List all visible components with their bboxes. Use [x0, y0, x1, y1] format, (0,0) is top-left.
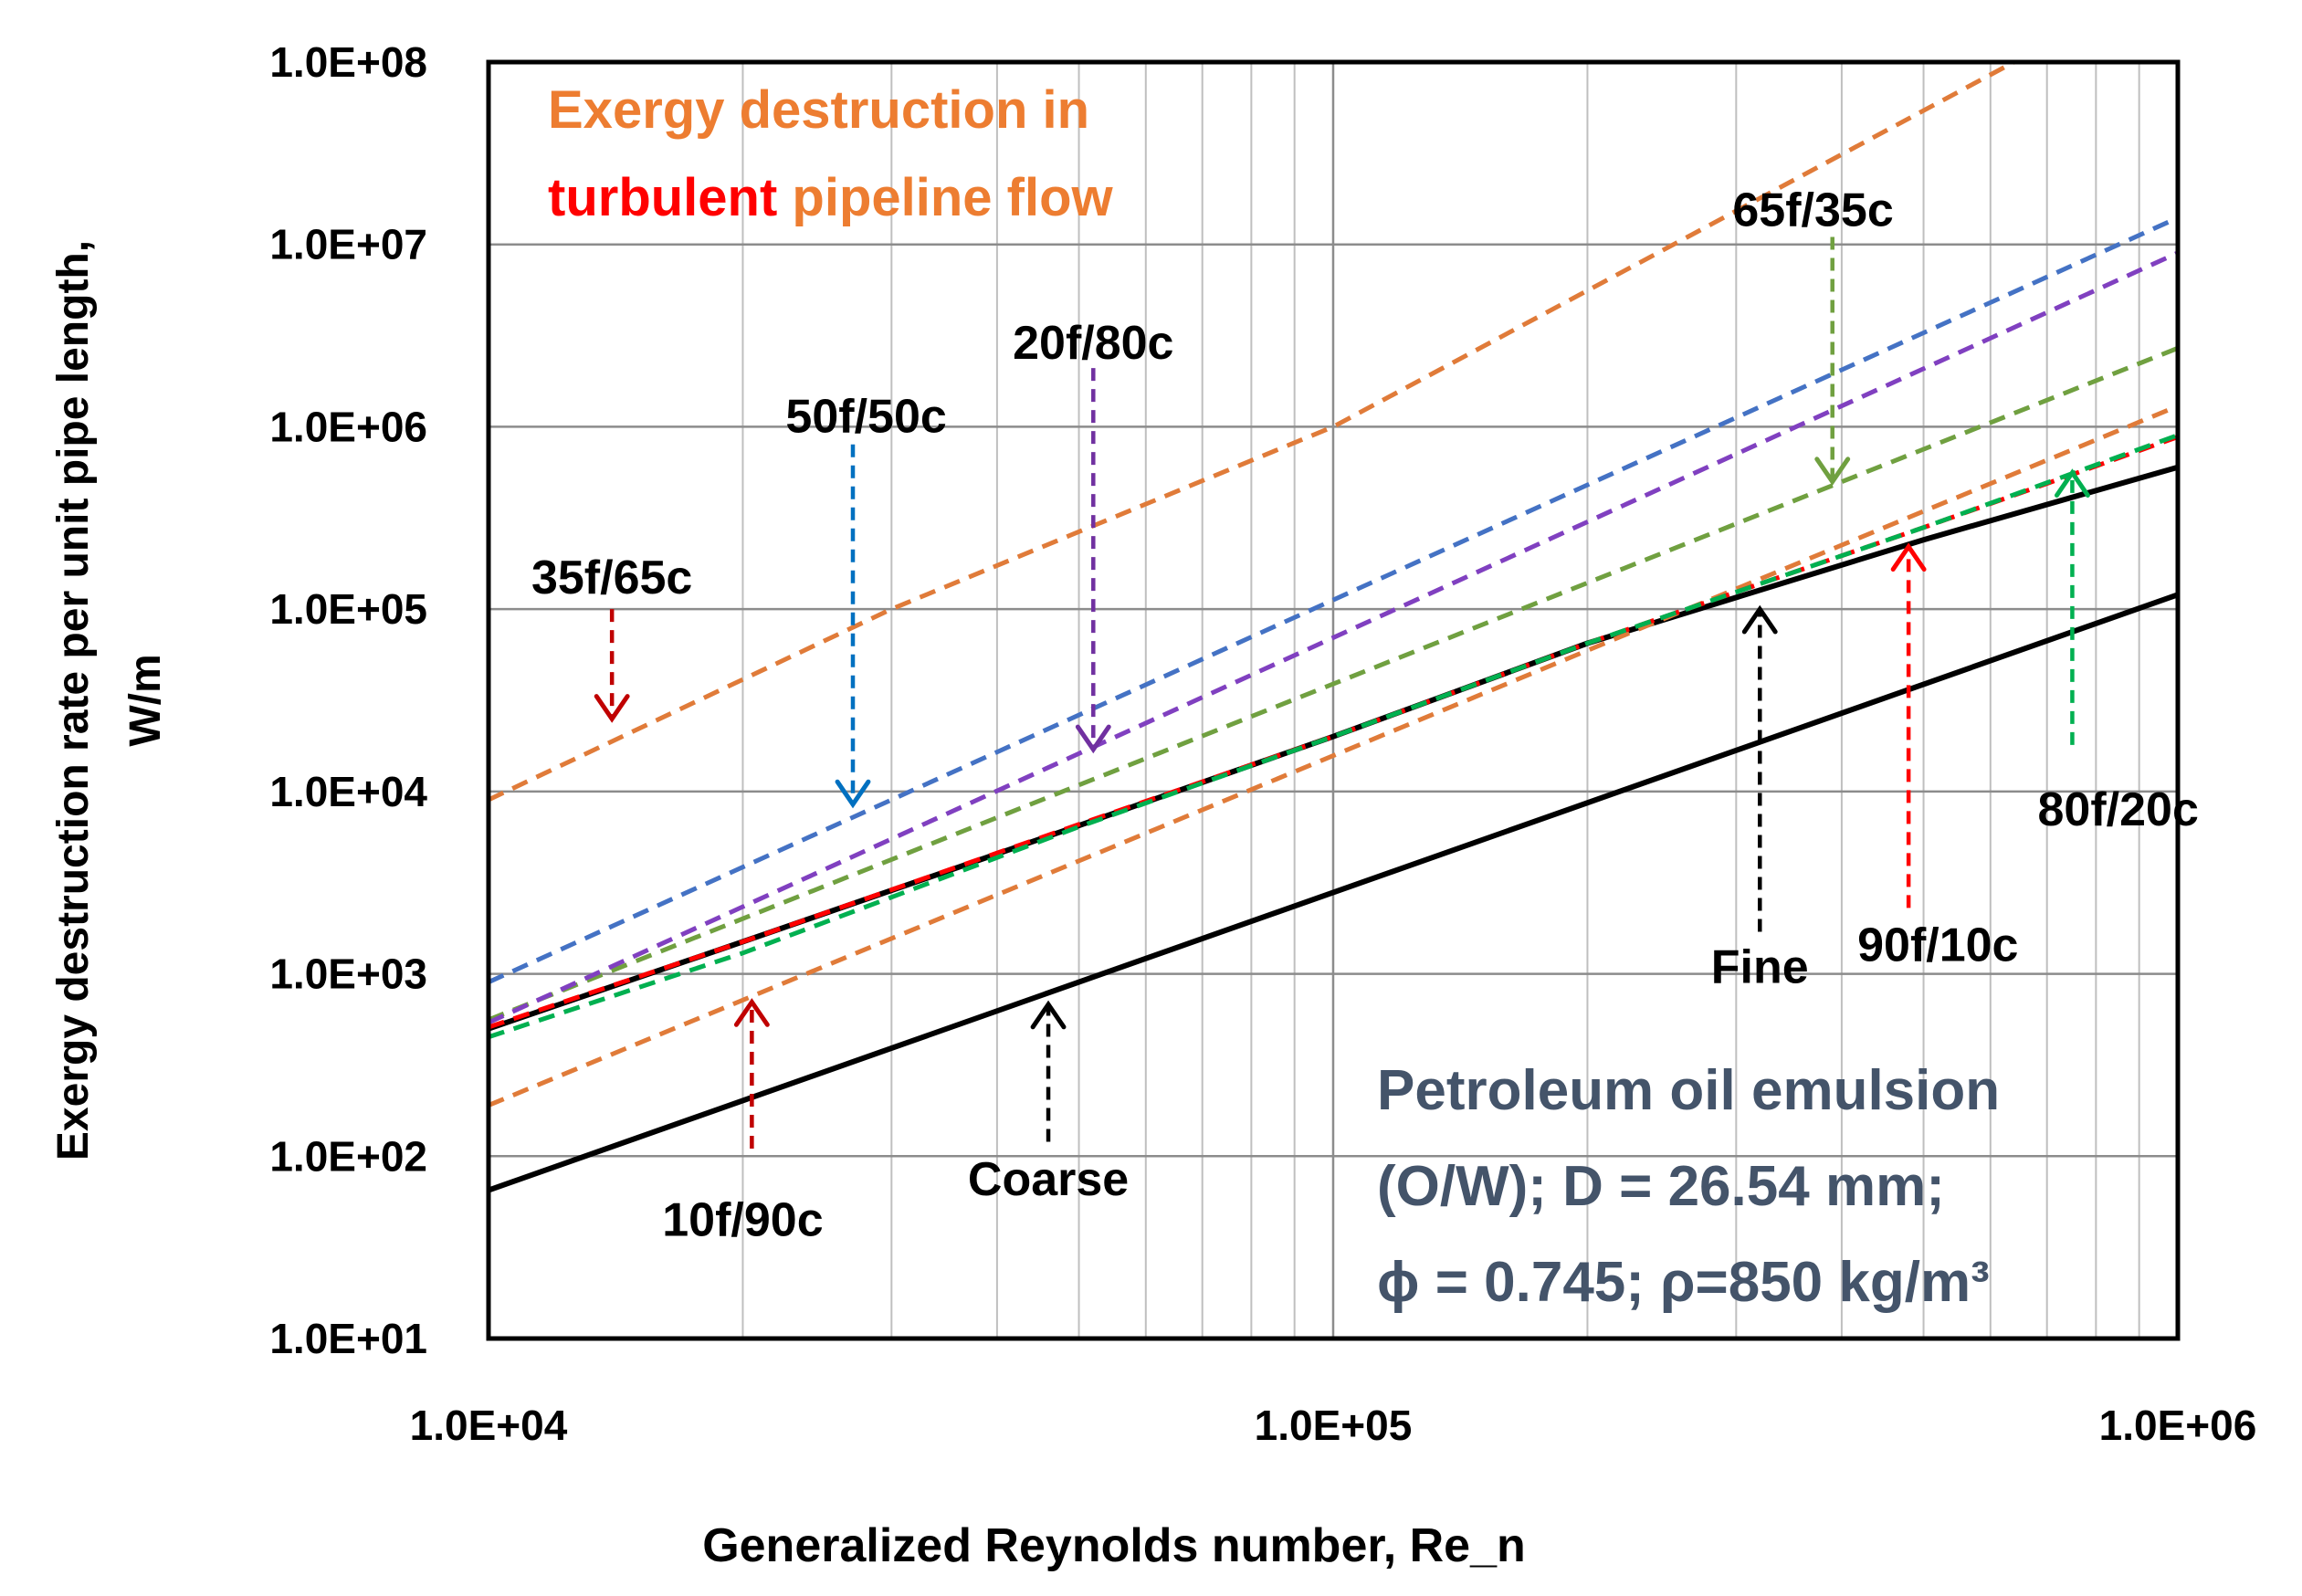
- chart-title-line1: Exergy destruction in: [548, 80, 1089, 140]
- info-line1: Petroleum oil emulsion: [1377, 1059, 2000, 1122]
- y-tick-label: 1.0E+04: [269, 768, 427, 815]
- annotation-arrowhead-coarse: [1030, 1000, 1067, 1030]
- annotation-arrowhead-35f-65c: [594, 694, 630, 723]
- series-line-35f-65c: [487, 59, 2015, 803]
- annotation-label-10f-90c: 10f/90c: [662, 1194, 823, 1247]
- annotation-arrowhead-10f-90c: [733, 998, 770, 1027]
- series-layer: [487, 59, 2180, 1193]
- annotation-label-coarse: Coarse: [968, 1153, 1129, 1206]
- chart-title-rest: pipeline flow: [777, 168, 1113, 227]
- annotation-label-35f-65c: 35f/65c: [531, 551, 692, 604]
- series-line-20f-80c: [487, 250, 2180, 1025]
- x-axis-label: Generalized Reynolds number, Re_n: [702, 1519, 1526, 1572]
- x-tick-label: 1.0E+04: [410, 1402, 568, 1449]
- chart-title-line2: turbulent pipeline flow: [548, 168, 1114, 227]
- plot-frame: [486, 59, 2181, 1341]
- y-tick-label: 1.0E+05: [269, 585, 427, 633]
- info-line2: (O/W); D = 26.54 mm;: [1377, 1155, 1945, 1218]
- x-tick-label: 1.0E+06: [2099, 1402, 2257, 1449]
- annotation-arrowhead-50f-50c: [835, 779, 871, 809]
- annotation-label-80f-20c: 80f/20c: [2038, 783, 2199, 836]
- annotation-arrowhead-90f-10c: [1890, 542, 1927, 572]
- y-axis-label-line2: W/m: [121, 654, 170, 746]
- series-line-65f-35c: [488, 345, 2179, 1023]
- annotation-label-50f-50c: 50f/50c: [785, 390, 946, 443]
- annotation-arrowhead-20f-80c: [1075, 724, 1111, 754]
- y-tick-label: 1.0E+02: [269, 1132, 427, 1180]
- annotations-layer: 35f/65c 50f/50c 20f/80c 65f/35c 10f/90c Coars…: [531, 184, 2199, 1247]
- annotation-label-90f-10c: 90f/10c: [1857, 919, 2018, 971]
- chart-title-highlight: turbulent: [548, 168, 777, 227]
- y-tick-label: 1.0E+07: [269, 221, 427, 268]
- annotation-label-fine: Fine: [1711, 940, 1809, 993]
- info-line3: ϕ = 0.745; ρ=850 kg/m³: [1377, 1251, 1990, 1314]
- y-axis-label-line1: Exergy destruction rate per unit pipe le…: [49, 240, 98, 1160]
- series-line-10f-90c: [488, 404, 2179, 1108]
- annotation-arrowhead-80f-20c: [2054, 468, 2090, 498]
- grid: [487, 60, 2180, 1340]
- annotation-arrowhead-65f-35c: [1814, 457, 1851, 486]
- y-tick-label: 1.0E+06: [269, 403, 427, 450]
- y-tick-label: 1.0E+03: [269, 950, 427, 998]
- y-tick-label: 1.0E+01: [269, 1315, 427, 1362]
- annotation-label-65f-35c: 65f/35c: [1732, 184, 1893, 237]
- y-tick-label: 1.0E+08: [269, 38, 427, 86]
- x-tick-label: 1.0E+05: [1255, 1402, 1413, 1449]
- annotation-label-20f-80c: 20f/80c: [1013, 317, 1173, 370]
- tick-labels: 1.0E+01 1.0E+02 1.0E+03 1.0E+04 1.0E+05 1.0E+…: [269, 38, 2256, 1449]
- series-line-coarse: [488, 592, 2179, 1193]
- annotation-arrowhead-fine: [1741, 604, 1778, 635]
- series-line-80f-20c: [488, 433, 2179, 1040]
- series-line-50f-50c: [487, 215, 2180, 984]
